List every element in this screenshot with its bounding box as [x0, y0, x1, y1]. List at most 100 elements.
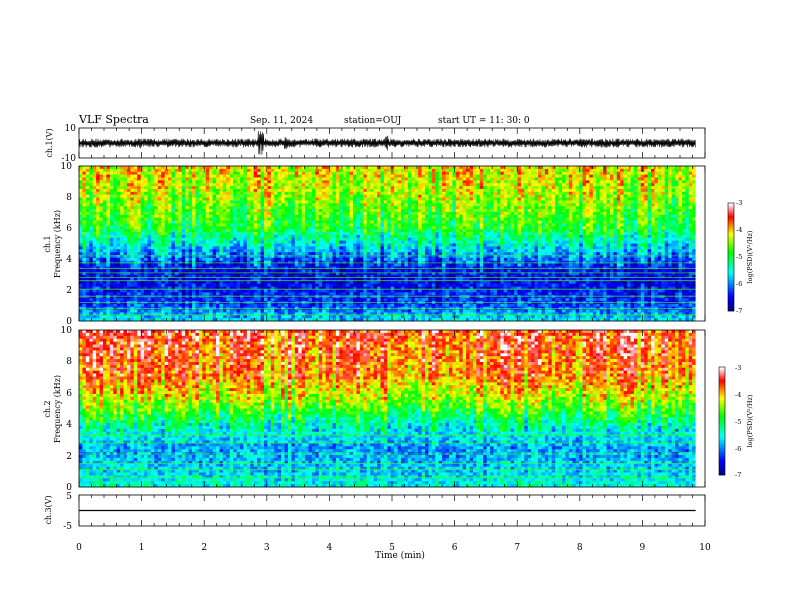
spec1-cell: [233, 286, 237, 290]
spec1-cell: [150, 223, 155, 227]
spec1-cell: [154, 257, 159, 262]
spec1-cell: [335, 318, 340, 322]
spec1-cell: [318, 275, 323, 279]
spec1-cell: [390, 292, 395, 296]
spec1-cell: [198, 298, 203, 302]
spec1-cell: [157, 303, 162, 308]
spec1-cell: [281, 272, 285, 276]
spec1-cell: [82, 217, 87, 221]
spec1-cell: [277, 209, 282, 213]
spec1-cell: [157, 194, 162, 198]
spec1-cell: [126, 191, 131, 196]
spec1-cell: [126, 280, 131, 285]
spec1-cell: [339, 240, 344, 244]
spec1-cell: [202, 180, 207, 184]
spec1-cell: [212, 269, 217, 273]
spec1-cell: [82, 298, 87, 302]
spec1-cell: [291, 188, 296, 193]
spec1-cell: [339, 277, 344, 282]
spec1-cell: [212, 275, 217, 279]
spec1-cell: [370, 171, 375, 176]
spec1-cell: [356, 246, 361, 250]
spec1-cell: [198, 211, 203, 216]
spec1-cell: [202, 289, 207, 293]
spec1-cell: [305, 286, 309, 290]
spec1-cell: [109, 309, 114, 313]
spec1-cell: [359, 191, 364, 196]
spec1-cell: [137, 200, 142, 204]
spec1-cell: [315, 209, 320, 213]
spec1-cell: [339, 263, 344, 267]
spec1-cell: [311, 209, 316, 213]
spec1-cell: [301, 200, 306, 204]
spec1-cell: [332, 234, 337, 239]
spec1-cell: [346, 226, 351, 230]
spec1-cell: [157, 249, 162, 253]
spec1-cell: [140, 188, 145, 193]
spec1-cell: [79, 180, 83, 184]
spec1-cell: [96, 168, 100, 173]
spec1-cell: [394, 180, 398, 184]
spec1-cell: [260, 275, 265, 279]
spec1-cell: [113, 246, 118, 250]
spec1-cell: [188, 217, 193, 221]
spec1-cell: [377, 188, 381, 193]
spec1-cell: [130, 174, 135, 178]
spec1-cell: [325, 197, 330, 201]
spec1-cell: [157, 257, 162, 262]
spec1-cell: [82, 200, 87, 204]
spec1-cell: [270, 298, 275, 302]
spec1-cell: [380, 269, 385, 273]
spec1-cell: [216, 200, 220, 204]
spec1-cell: [140, 309, 145, 313]
spec1-cell: [342, 303, 347, 308]
spec1-cell: [277, 237, 282, 242]
spec1-cell: [113, 206, 118, 210]
spec1-cell: [277, 303, 282, 308]
spec1-cell: [109, 277, 114, 282]
spec1-cell: [318, 249, 323, 253]
spec1-cell: [116, 180, 121, 184]
spec1-cell: [305, 275, 309, 279]
spec1-cell: [291, 200, 296, 204]
spec1-cell: [277, 220, 282, 224]
spec1-cell: [89, 197, 94, 201]
spec1-cell: [332, 177, 337, 181]
spec1-cell: [346, 174, 351, 178]
spec1-cell: [185, 269, 190, 273]
spec1-cell: [246, 303, 251, 308]
spec1-cell: [195, 234, 200, 239]
spec1-cell: [281, 280, 285, 285]
spec1-cell: [253, 177, 258, 181]
spec1-cell: [363, 217, 368, 221]
spec1-cell: [164, 197, 169, 201]
spec1-cell: [298, 277, 303, 282]
spec1-cell: [287, 254, 292, 259]
spec1-cell: [188, 252, 193, 256]
spec1-cell: [287, 211, 292, 216]
spec1-cell: [329, 263, 333, 267]
spec1-cell: [243, 209, 248, 213]
spec1-cell: [281, 229, 285, 233]
spec1-cell: [287, 186, 292, 190]
spec1-cell: [205, 183, 210, 187]
spec1-cell: [222, 186, 227, 190]
spec1-cell: [274, 209, 279, 213]
spec1-cell: [366, 254, 371, 259]
spec1-cell: [240, 277, 244, 282]
spec1-cell: [301, 286, 306, 290]
spec1-cell: [383, 211, 388, 216]
spec1-cell: [294, 309, 299, 313]
spec1-cell: [308, 177, 313, 181]
spec1-cell: [274, 237, 279, 242]
spec1-cell: [250, 312, 255, 316]
spec1-cell: [339, 171, 344, 176]
spec1-cell: [222, 177, 227, 181]
spec1-cell: [161, 318, 166, 322]
spec1-cell: [387, 257, 392, 262]
spec1-cell: [377, 217, 381, 221]
spec1-cell: [185, 252, 190, 256]
spec1-cell: [274, 217, 279, 221]
spec1-cell: [339, 260, 344, 264]
spec1-cell: [140, 206, 145, 210]
